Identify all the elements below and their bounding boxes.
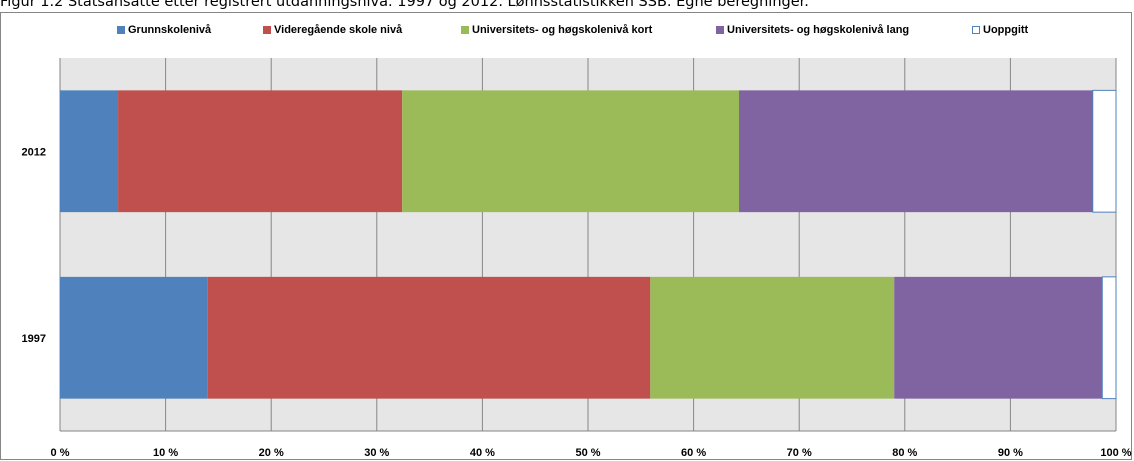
legend-label: Grunnskolenivå: [128, 24, 212, 36]
legend-swatch: [972, 26, 980, 34]
bar-uoppgitt-2012: [1092, 89, 1117, 213]
x-tick-label: 40 %: [470, 447, 495, 459]
x-tick-label: 60 %: [681, 447, 706, 459]
chart-title: Figur 1.2 Statsansatte etter registrert …: [0, 0, 809, 10]
bar-videregaende-skole-niva-2012: [118, 90, 403, 213]
bar-uoppgitt-1997: [1101, 276, 1117, 400]
legend-swatch: [263, 26, 271, 34]
bar-universitets-og-h-gskoleniva-lang-2012: [739, 90, 1093, 213]
x-tick-label: 50 %: [575, 447, 600, 459]
x-tick-label: 100 %: [1100, 447, 1131, 459]
legend-item-universitets-og-h-gskoleniva-lang: Universitets- og høgskolenivå lang: [716, 22, 909, 38]
y-tick-label: 1997: [22, 333, 46, 345]
bar-grunnskoleniva-1997: [60, 276, 208, 399]
bar-videregaende-skole-niva-1997: [207, 276, 651, 399]
legend-swatch: [117, 26, 125, 34]
x-tick-label: 10 %: [153, 447, 178, 459]
legend-label: Uoppgitt: [983, 24, 1029, 36]
x-tick-label: 80 %: [892, 447, 917, 459]
legend-item-videregaende-skole-niva: Videregående skole nivå: [263, 22, 402, 38]
bar-universitets-og-h-gskoleniva-lang-1997: [894, 276, 1103, 399]
x-tick-label: 30 %: [364, 447, 389, 459]
x-tick-label: 0 %: [51, 447, 70, 459]
legend-item-universitets-og-h-gskoleniva-kort: Universitets- og høgskolenivå kort: [461, 22, 652, 38]
bar-universitets-og-h-gskoleniva-kort-2012: [402, 90, 740, 213]
bar-universitets-og-h-gskoleniva-kort-1997: [650, 276, 895, 399]
chart-legend: Grunnskolenivå Videregående skole nivå Uni…: [0, 22, 1134, 38]
x-tick-label: 20 %: [259, 447, 284, 459]
legend-item-uoppgitt: Uoppgitt: [972, 22, 1028, 38]
legend-label: Videregående skole nivå: [274, 24, 403, 36]
bar-grunnskoleniva-2012: [60, 90, 119, 213]
legend-label: Universitets- og høgskolenivå kort: [472, 24, 653, 36]
x-tick-label: 90 %: [998, 447, 1023, 459]
legend-item-grunnskoleniva: Grunnskolenivå: [117, 22, 211, 38]
y-tick-label: 2012: [22, 146, 46, 158]
legend-swatch: [461, 26, 469, 34]
x-tick-label: 70 %: [787, 447, 812, 459]
legend-swatch: [716, 26, 724, 34]
legend-label: Universitets- og høgskolenivå lang: [727, 24, 910, 36]
